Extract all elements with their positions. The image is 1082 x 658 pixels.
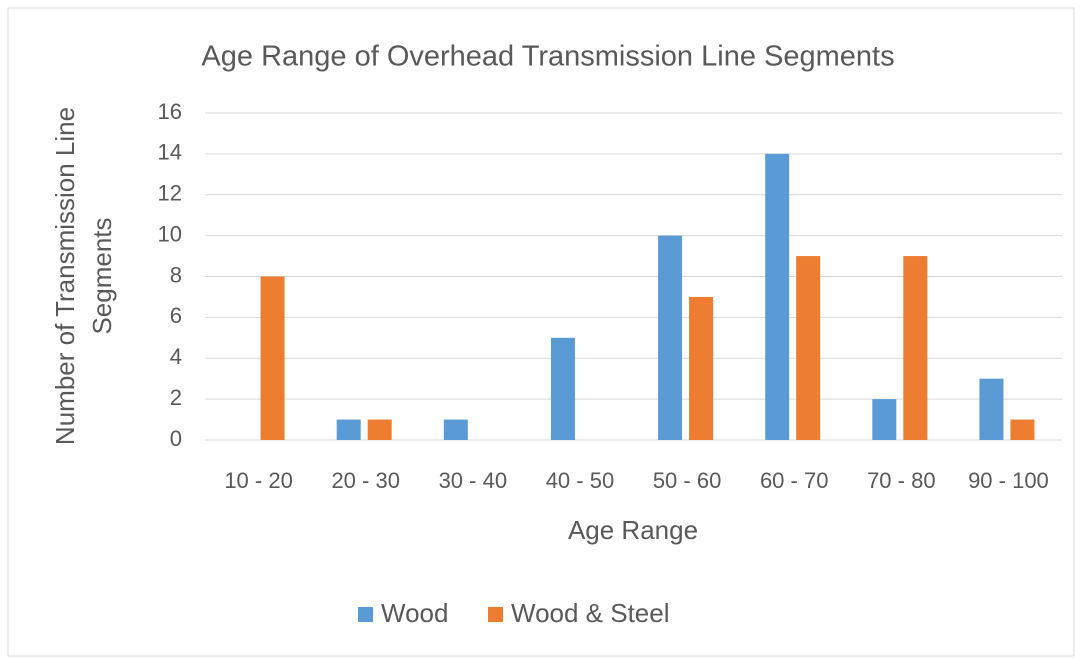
y-tick-label: 6 (170, 303, 182, 328)
x-tick-label: 60 - 70 (760, 468, 829, 493)
x-tick-label: 90 - 100 (968, 468, 1049, 493)
bar (765, 153, 790, 440)
x-tick-label: 40 - 50 (546, 468, 615, 493)
bar (260, 276, 285, 440)
y-tick-label: 14 (158, 140, 182, 165)
legend-swatch (358, 607, 373, 622)
y-tick-label: 10 (158, 221, 182, 246)
y-tick-label: 16 (158, 99, 182, 124)
bar (872, 399, 897, 440)
x-tick-label: 20 - 30 (331, 468, 400, 493)
y-tick-label: 12 (158, 181, 182, 206)
legend-label: Wood (381, 598, 448, 628)
y-tick-label: 0 (170, 426, 182, 451)
bar (658, 235, 683, 440)
bar (979, 378, 1004, 440)
bar (336, 419, 361, 440)
chart-border (7, 7, 1075, 657)
chart-title: Age Range of Overhead Transmission Line … (201, 41, 894, 73)
legend-label: Wood & Steel (511, 598, 670, 628)
x-tick-label: 50 - 60 (653, 468, 722, 493)
bar (689, 296, 714, 440)
x-tick-label: 10 - 20 (224, 468, 293, 493)
legend-swatch (488, 607, 503, 622)
y-axis-title: Segments (87, 217, 117, 334)
x-tick-label: 70 - 80 (867, 468, 936, 493)
bar (443, 419, 468, 440)
bar (367, 419, 392, 440)
bar (550, 337, 575, 440)
bar (1010, 419, 1035, 440)
bar (903, 256, 928, 440)
bar (796, 256, 821, 440)
y-tick-label: 2 (170, 385, 182, 410)
x-axis-title: Age Range (568, 515, 698, 545)
y-tick-label: 4 (170, 344, 182, 369)
x-tick-label: 30 - 40 (439, 468, 508, 493)
y-axis-title: Number of Transmission Line (50, 107, 80, 445)
y-tick-label: 8 (170, 262, 182, 287)
